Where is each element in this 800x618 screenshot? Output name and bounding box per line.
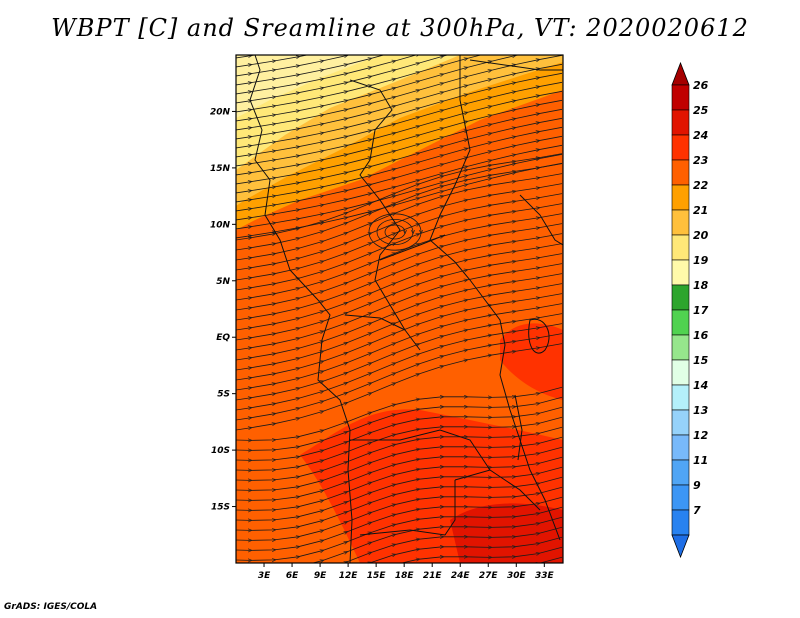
colorbar-bottom-arrow — [671, 534, 690, 559]
colorbar-swatch — [671, 84, 690, 111]
colorbar-label: 9 — [693, 479, 701, 492]
colorbar-label: 24 — [693, 129, 708, 142]
streamlines — [226, 0, 563, 618]
streamline — [226, 0, 562, 51]
lon-tick-label: 6E — [286, 571, 299, 581]
colorbar-label: 16 — [693, 329, 709, 342]
streamline — [368, 213, 421, 251]
colorbar-swatch — [671, 409, 690, 436]
colorbar-swatch — [671, 484, 690, 511]
colorbar-swatch — [671, 259, 690, 286]
lat-tick-label: 20N — [210, 107, 231, 117]
colorbar-label: 21 — [693, 204, 708, 217]
colorbar-swatch — [671, 334, 690, 361]
colorbar-label: 19 — [693, 254, 709, 267]
streamline — [384, 224, 405, 240]
colorbar-label: 13 — [693, 404, 709, 417]
colorbar-swatch — [671, 309, 690, 336]
colorbar-label: 14 — [693, 379, 708, 392]
lon-tick-label: 3E — [258, 571, 271, 581]
colorbar-swatch — [671, 384, 690, 411]
lon-tick-label: 27E — [479, 571, 499, 581]
streamline — [236, 55, 562, 59]
colorbar-swatch — [671, 109, 690, 136]
lat-tick-label: 5S — [217, 390, 230, 400]
colorbar-label: 17 — [693, 304, 709, 317]
lon-tick-label: 30E — [507, 571, 527, 581]
lon-tick-label: 24E — [451, 571, 471, 581]
streamline — [226, 577, 562, 618]
colorbar-top-arrow — [671, 61, 690, 86]
lon-tick-label: 21E — [423, 571, 443, 581]
axis-ticks: 20N 15N 10N 5N EQ 5S 10S 15S 3E 6E 9E 12E 15E 18E 21E 2… — [210, 107, 555, 581]
colorbar-swatch — [671, 159, 690, 186]
colorbar-label: 23 — [693, 154, 709, 167]
streamline — [376, 219, 413, 245]
lat-tick-label: EQ — [216, 333, 230, 343]
lat-tick-label: 10N — [210, 220, 231, 230]
streamline — [226, 0, 562, 42]
lon-tick-label: 15E — [367, 571, 387, 581]
lat-tick-label: 5N — [216, 277, 230, 287]
lon-tick-label: 9E — [314, 571, 327, 581]
lon-tick-label: 12E — [339, 571, 359, 581]
colorbar-swatch — [671, 284, 690, 311]
map-title: WBPT [C] and Sreamline at 300hPa, VT: 20… — [51, 14, 749, 42]
colorbar-swatch — [671, 359, 690, 386]
lon-tick-label: 33E — [535, 571, 555, 581]
lat-tick-label: 10S — [211, 446, 230, 456]
map-frame — [235, 54, 564, 564]
colorbar-label: 18 — [693, 279, 709, 292]
colorbar-swatch — [671, 209, 690, 236]
colorbar-swatch — [671, 134, 690, 161]
lat-tick-label: 15S — [211, 503, 230, 513]
colorbar-label: 22 — [693, 179, 709, 192]
lat-tick-label: 15N — [210, 164, 231, 174]
colorbar-label: 15 — [693, 354, 709, 367]
colorbar: 26 25 24 23 22 21 20 19 18 17 16 15 14 13 12 11 9 7 — [671, 61, 709, 559]
country-borders — [249, 55, 563, 563]
colorbar-swatch — [671, 234, 690, 261]
streamline — [226, 556, 563, 563]
lon-tick-label: 18E — [395, 571, 415, 581]
colorbar-swatch — [671, 434, 690, 461]
colorbar-label: 12 — [693, 429, 709, 442]
colorbar-swatch — [671, 184, 690, 211]
colorbar-label: 11 — [693, 454, 708, 467]
colorbar-label: 26 — [693, 79, 709, 92]
colorbar-swatch — [671, 459, 690, 486]
colorbar-label: 7 — [693, 504, 701, 517]
colorbar-label: 20 — [693, 229, 709, 242]
colorbar-swatch — [671, 509, 690, 536]
grads-credit: GrADS: IGES/COLA — [4, 602, 98, 612]
colorbar-label: 25 — [693, 104, 709, 117]
streamline — [226, 546, 563, 563]
